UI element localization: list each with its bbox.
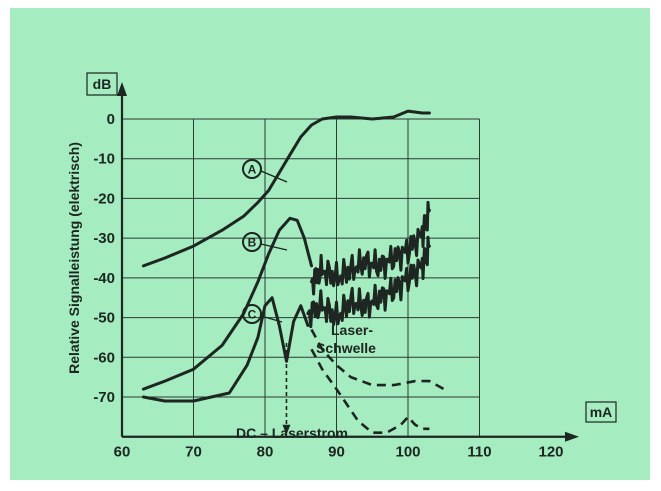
y-tick-label: -60 [93,349,115,366]
series-c-dashed-line [310,348,430,434]
y-unit-label: dB [93,76,112,92]
y-tick-label: 0 [107,111,115,128]
y-tick-label: -10 [93,151,115,168]
marker-circle-b [242,232,262,252]
series-c-line [141,296,310,403]
x-tick-label: 120 [538,444,563,461]
tick-labels: 0 -10 -20 -30 -40 -50 -60 -70 60 70 80 90 100 110 120 [93,111,563,461]
y-axis-arrow [117,82,127,96]
threshold-label-line-1: Laser- [331,322,373,338]
y-tick-label: -40 [93,270,115,287]
x-tick-label: 70 [185,444,202,461]
marker-letter-a: A [248,163,257,177]
y-tick-label: -30 [93,230,115,247]
marker-letter-b: B [248,236,257,250]
series-c-noisy-line [306,235,431,329]
threshold-label-line-2: Schwelle [316,340,376,356]
x-axis-arrow [565,431,579,442]
axes [117,82,579,442]
laser-threshold-annotation: Laser- Schwelle [282,322,376,435]
x-tick-label: 100 [395,444,420,461]
y-tick-label: -20 [93,190,115,207]
marker-letter-c: C [248,308,257,322]
marker-circle-a [242,159,262,179]
y-unit-box [86,72,118,96]
marker-leader-a [260,170,288,183]
x-axis-label: DC – Laserstrom [236,425,348,441]
series-markers: A B C [242,159,288,324]
series-b-noisy-line [310,200,431,296]
x-tick-label: 110 [467,444,491,461]
y-axis-label: Relative Signalleistung (elektrisch) [66,142,82,374]
series-lines [141,109,445,434]
series-a-line [141,109,431,268]
x-tick-label: 90 [328,444,345,461]
threshold-arrow-head [282,424,291,435]
series-b-dashed-line [310,328,445,391]
marker-leader-b [260,243,288,251]
marker-leader-c [260,315,283,323]
y-tick-label: -50 [93,310,115,327]
y-tick-label: -70 [93,389,115,406]
x-tick-label: 60 [114,444,131,461]
series-b-line [141,216,313,391]
x-unit-label: mA [590,404,613,420]
marker-circle-c [242,304,262,324]
x-tick-label: 80 [257,444,274,461]
x-unit-box [585,401,617,423]
